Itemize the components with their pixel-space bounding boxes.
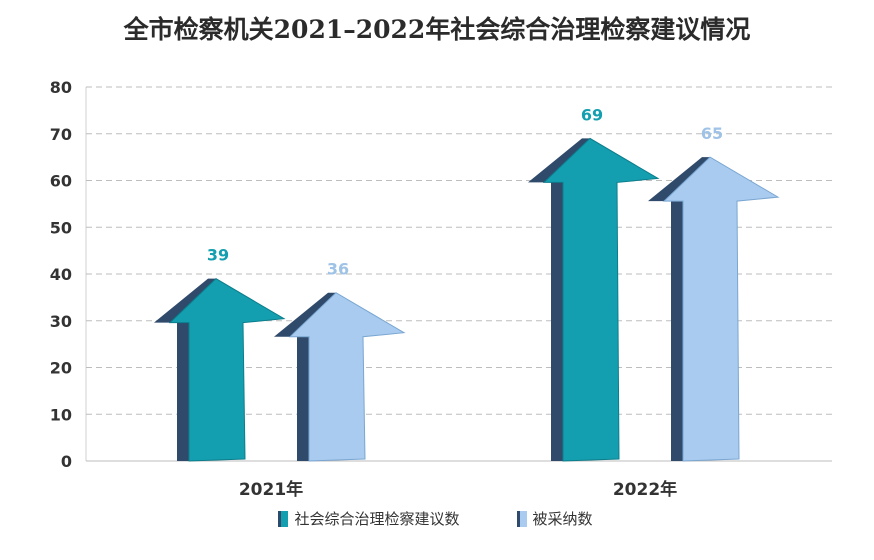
data-label-adopted-1: 65	[701, 124, 723, 143]
y-tick-label-60: 60	[50, 172, 72, 191]
data-label-suggestions-1: 69	[581, 105, 603, 124]
y-tick-label-30: 30	[50, 312, 72, 331]
data-label-suggestions-0: 39	[207, 246, 229, 265]
y-tick-label-0: 0	[61, 452, 72, 471]
legend-swatch-adopted	[516, 510, 527, 527]
y-tick-label-40: 40	[50, 265, 72, 284]
legend: 社会综合治理检察建议数 被采纳数	[0, 508, 874, 529]
y-tick-label-50: 50	[50, 218, 72, 237]
legend-swatch-suggestions	[278, 510, 289, 527]
arrow-bar-chart: 0 10 20 30 40 50 60 70 80 39 36 2021年 69 65 2022年	[50, 78, 832, 500]
chart-title: 全市检察机关2021–2022年社会综合治理检察建议情况	[123, 15, 751, 44]
x-tick-label-0: 2021年	[239, 479, 303, 500]
y-tick-label-70: 70	[50, 125, 72, 144]
legend-item-suggestions: 社会综合治理检察建议数	[278, 508, 460, 529]
legend-label-adopted: 被采纳数	[532, 510, 593, 528]
arrow-suggestions-0	[154, 278, 286, 462]
arrow-suggestions-1	[528, 137, 660, 462]
y-tick-label-20: 20	[50, 359, 72, 378]
arrow-adopted-0	[274, 292, 406, 462]
legend-label-suggestions: 社会综合治理检察建议数	[294, 510, 460, 528]
y-tick-label-10: 10	[50, 405, 72, 424]
legend-item-adopted: 被采纳数	[516, 508, 593, 529]
data-label-adopted-0: 36	[327, 260, 349, 279]
arrow-adopted-1	[648, 156, 780, 462]
x-tick-label-1: 2022年	[613, 479, 677, 500]
y-tick-label-80: 80	[50, 78, 72, 97]
